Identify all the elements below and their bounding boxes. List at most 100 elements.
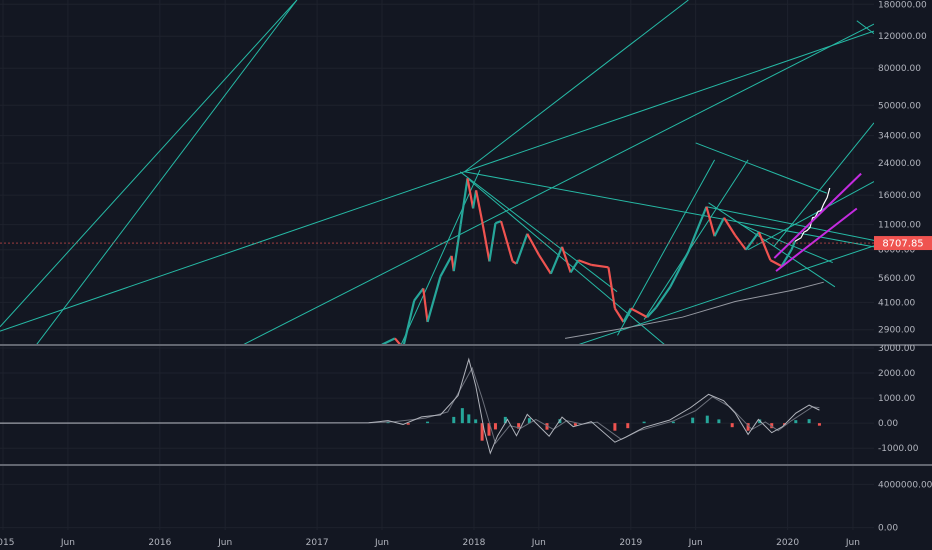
price-tick-label: 34000.00 [878, 132, 921, 142]
trendline[interactable] [464, 171, 874, 248]
histogram-bar [730, 423, 734, 428]
histogram-bar [406, 423, 410, 425]
trendline[interactable] [0, 0, 298, 393]
histogram-bar [460, 408, 464, 424]
histogram-bar [493, 423, 497, 430]
trendline[interactable] [459, 171, 618, 293]
trendlines[interactable] [0, 0, 874, 454]
channel-line[interactable] [773, 172, 862, 259]
volume-tick-label: 0.00 [878, 524, 898, 534]
trendline[interactable] [695, 142, 827, 194]
price-series [381, 178, 831, 344]
price-segment-up [780, 249, 793, 267]
moving-average-line [564, 281, 824, 339]
histogram-bar [527, 418, 531, 424]
price-tick-label: 50000.00 [878, 101, 921, 111]
histogram-bar [746, 423, 750, 431]
price-segment-up [549, 246, 564, 275]
price-segment-down [734, 234, 747, 251]
trendline[interactable] [747, 181, 874, 251]
macd-tick-label: 0.00 [878, 419, 898, 429]
macd-line [0, 357, 820, 455]
trendline[interactable] [617, 159, 716, 336]
channel-lines[interactable] [773, 172, 862, 272]
histogram-bar [717, 419, 721, 424]
histogram-bar [426, 421, 430, 424]
price-segment-down [537, 254, 552, 275]
time-tick-label: 2020 [776, 538, 799, 548]
price-axis[interactable]: 180000.00 120000.00 80000.00 50000.00 34000.… [878, 0, 927, 335]
price-pane[interactable] [0, 0, 874, 532]
time-tick-label: 2018 [463, 538, 486, 548]
last-price-label: 8707.85 [882, 239, 923, 250]
price-segment-down [723, 217, 737, 236]
price-tick-label: 80000.00 [878, 64, 921, 74]
macd-histogram [386, 408, 821, 441]
price-segment-up [713, 217, 726, 237]
histogram-bar [503, 416, 507, 424]
price-segment-down [757, 231, 772, 261]
price-segment-up [515, 233, 529, 265]
histogram-bar [671, 421, 675, 424]
trendline[interactable] [0, 0, 298, 328]
trendline[interactable] [468, 179, 709, 381]
price-segment-up [402, 300, 416, 344]
macd-tick-label: 3000.00 [878, 344, 915, 354]
price-segment-down [526, 233, 540, 256]
price-tick-label: 8000.00 [878, 246, 915, 256]
price-segment-up [488, 223, 497, 262]
price-segment-up [655, 286, 672, 309]
trendline[interactable] [773, 122, 874, 247]
trendline[interactable] [464, 0, 689, 173]
price-tick-label: 16000.00 [878, 191, 921, 201]
volume-axis[interactable]: 4000000.00 0.00 [878, 480, 932, 533]
trendline[interactable] [28, 23, 874, 454]
macd-pane[interactable] [0, 0, 874, 532]
time-tick-label: 2019 [619, 538, 642, 548]
time-tick-label: Jun [845, 538, 860, 548]
macd-axis[interactable]: 3000.00 2000.00 1000.00 0.00 -1000.00 [878, 344, 919, 454]
last-price-badge: 8707.85 [874, 236, 932, 251]
time-tick-label: Jun [688, 538, 703, 548]
trendline[interactable] [856, 20, 874, 35]
price-segment-up [622, 307, 632, 323]
price-tick-label: 2900.00 [878, 326, 915, 336]
price-segment-down [607, 267, 616, 309]
price-segment-up [790, 240, 796, 251]
price-tick-label: 180000.00 [878, 0, 927, 10]
histogram-bar [474, 419, 478, 424]
price-segment-down [481, 220, 491, 262]
macd-lines [0, 357, 820, 455]
trendline[interactable] [578, 245, 874, 345]
ma-line [564, 281, 824, 339]
price-segment-down [705, 206, 716, 237]
histogram-bar [705, 415, 709, 424]
price-tick-label: 120000.00 [878, 32, 927, 42]
time-tick-label: Jun [531, 538, 546, 548]
volume-tick-label: 4000000.00 [878, 480, 932, 490]
trendline[interactable] [643, 159, 749, 320]
time-axis[interactable]: 2015 Jun 2016 Jun 2017 Jun 2018 Jun 2019 Jun 2020 J… [0, 538, 860, 548]
trendline[interactable] [708, 202, 836, 288]
price-tick-label: 24000.00 [878, 159, 921, 169]
trendline[interactable] [741, 224, 833, 264]
price-segment-up [687, 206, 708, 253]
histogram-bar [770, 423, 774, 429]
price-segment-up [426, 276, 442, 323]
price-tick-label: 4100.00 [878, 298, 915, 308]
time-tick-label: 2017 [306, 538, 329, 548]
volume-grid [0, 466, 874, 530]
macd-tick-label: 1000.00 [878, 394, 915, 404]
volume-pane[interactable] [0, 0, 874, 532]
trendline[interactable] [706, 206, 874, 241]
projection-line [794, 187, 831, 242]
price-segment-down [475, 190, 484, 222]
channel-line[interactable] [775, 207, 858, 272]
histogram-bar [691, 417, 695, 424]
price-segment-down [394, 337, 402, 344]
price-segment-down [560, 246, 572, 273]
histogram-bar [794, 420, 798, 424]
trendline[interactable] [0, 30, 874, 332]
